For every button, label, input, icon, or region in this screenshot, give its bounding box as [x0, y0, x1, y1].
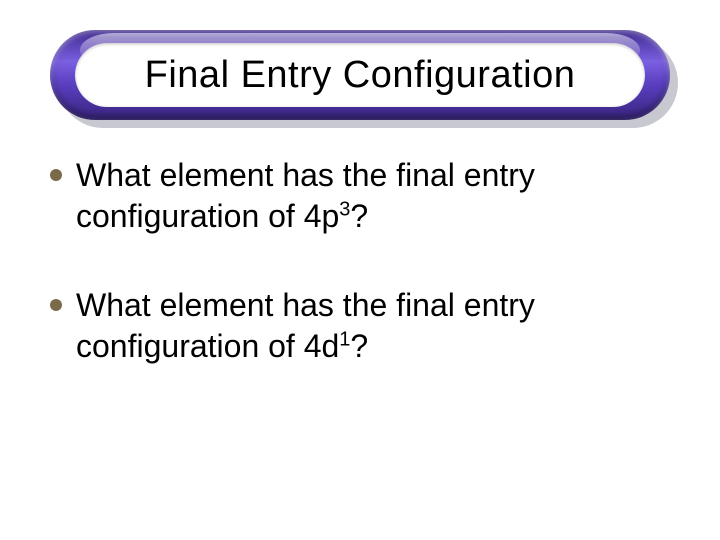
banner-inner: Final Entry Configuration	[75, 43, 645, 107]
bullet-text: What element has the final entry configu…	[76, 155, 535, 237]
bullet-config-prefix: configuration of 4p	[76, 198, 339, 234]
bullet-dot-icon	[50, 169, 62, 181]
bullet-config-suffix: ?	[350, 198, 368, 234]
bullet-text: What element has the final entry configu…	[76, 285, 535, 367]
bullet-item: What element has the final entry configu…	[50, 285, 670, 367]
title-banner: Final Entry Configuration	[50, 30, 670, 125]
bullet-config-prefix: configuration of 4d	[76, 328, 339, 364]
slide: Final Entry Configuration What element h…	[0, 0, 720, 540]
bullet-dot-icon	[50, 299, 62, 311]
bullet-config-sup: 1	[339, 328, 350, 350]
bullet-item: What element has the final entry configu…	[50, 155, 670, 237]
bullet-line1: What element has the final entry	[76, 287, 535, 323]
bullet-config-sup: 3	[339, 198, 350, 220]
slide-title: Final Entry Configuration	[145, 54, 576, 97]
bullet-line1: What element has the final entry	[76, 157, 535, 193]
bullet-list: What element has the final entry configu…	[40, 155, 680, 367]
bullet-config-suffix: ?	[350, 328, 368, 364]
